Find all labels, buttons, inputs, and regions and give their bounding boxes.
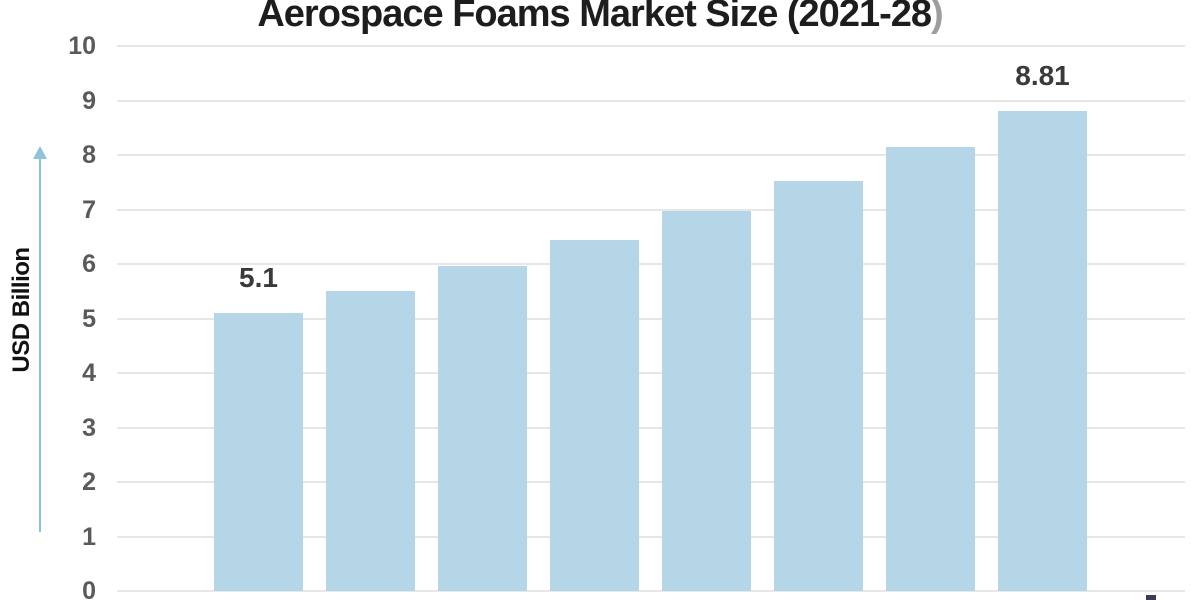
y-tick-label-1: 1 [82,522,96,551]
y-tick-label-10: 10 [68,32,96,60]
gridline-8 [117,154,1185,156]
chart-title-text: Aerospace Foams Market Size (2021-28 [257,0,932,35]
y-tick-label-7: 7 [82,195,96,224]
gridline-4 [117,372,1185,374]
value-label-2021: 5.1 [239,262,278,294]
chart-title-closing-paren: ) [931,0,944,35]
y-tick-label-2: 2 [82,468,96,496]
y-tick-label-4: 4 [82,359,96,387]
bar-2021 [214,313,303,591]
gridline-9 [117,99,1185,102]
y-tick-label-3: 3 [82,413,96,442]
y-tick-label-6: 6 [82,250,96,278]
bar-2024 [550,240,639,591]
y-axis-arrow-head-icon [33,146,47,159]
gridline-1 [117,535,1185,538]
y-tick-label-9: 9 [82,86,96,115]
gridline-5 [117,317,1185,320]
y-axis-arrow-line [39,158,41,532]
y-tick-label-5: 5 [82,304,96,333]
gridline-2 [117,481,1185,483]
y-axis-label: USD Billion [8,247,35,373]
y-tick-label-0: 0 [82,577,96,600]
gridline-3 [117,426,1185,429]
bar-2022 [326,290,415,591]
bar-2026 [774,180,863,591]
gridline-7 [117,208,1185,211]
bar-2025 [662,211,751,591]
y-tick-label-8: 8 [82,141,96,169]
chart-title: Aerospace Foams Market Size (2021-28) [0,0,1200,36]
bar-2023 [438,266,527,591]
gridline-10 [117,45,1185,47]
gridline-0 [117,590,1185,592]
bar-2027 [886,146,975,591]
gridline-6 [117,263,1185,265]
watermark-fragment [1146,595,1156,600]
bar-2028 [998,110,1087,591]
value-label-2028: 8.81 [1015,59,1070,91]
